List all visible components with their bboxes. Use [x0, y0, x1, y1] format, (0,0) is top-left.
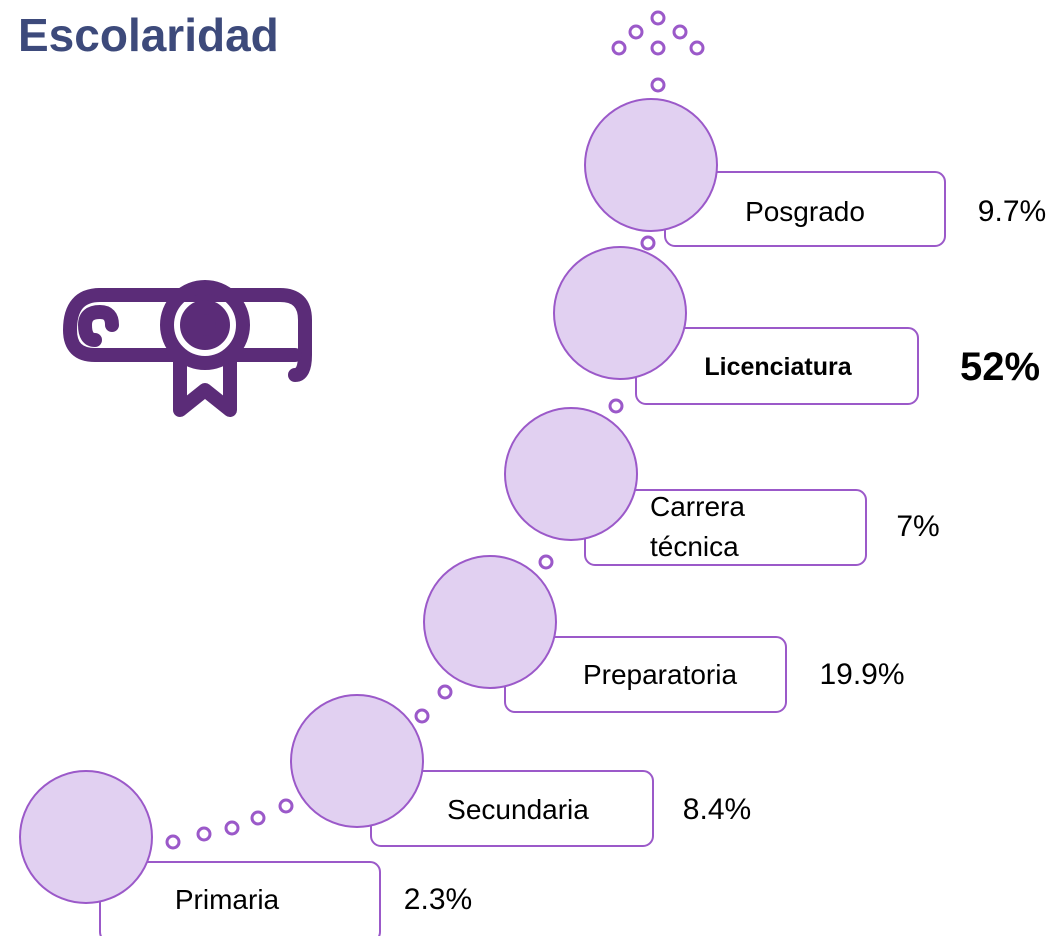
level-circle [290, 694, 424, 828]
dot [250, 810, 266, 826]
level-value: 7% [896, 510, 940, 543]
level-value: 8.4% [682, 793, 752, 826]
level-circle [19, 770, 153, 904]
dots [165, 10, 705, 850]
level-label: Preparatoria [582, 659, 738, 690]
dot [224, 820, 240, 836]
level-label: Secundaria [447, 794, 589, 825]
dot [196, 826, 212, 842]
level-value: 19.9% [819, 658, 905, 691]
level-label: Primaria [174, 884, 280, 915]
level-circle [504, 407, 638, 541]
dot [650, 40, 666, 56]
level-label: Carrera técnica [650, 491, 745, 562]
level-label: Licenciatura [704, 353, 852, 381]
level-value: 9.7% [977, 195, 1047, 228]
dot [165, 834, 181, 850]
dot [640, 235, 656, 251]
level-circle [553, 246, 687, 380]
title: Escolaridad [18, 9, 279, 61]
level-circle [423, 555, 557, 689]
dot [278, 798, 294, 814]
diploma-icon [63, 280, 312, 417]
dot [689, 40, 705, 56]
dot [650, 10, 666, 26]
level-value: 52% [959, 345, 1041, 389]
level-label: Posgrado [745, 196, 865, 227]
dot [628, 24, 644, 40]
level-value: 2.3% [403, 883, 473, 916]
level-circle [584, 98, 718, 232]
dot [538, 554, 554, 570]
dot [608, 398, 624, 414]
dot [437, 684, 453, 700]
dot [672, 24, 688, 40]
dot [414, 708, 430, 724]
dot [611, 40, 627, 56]
dot [650, 77, 666, 93]
